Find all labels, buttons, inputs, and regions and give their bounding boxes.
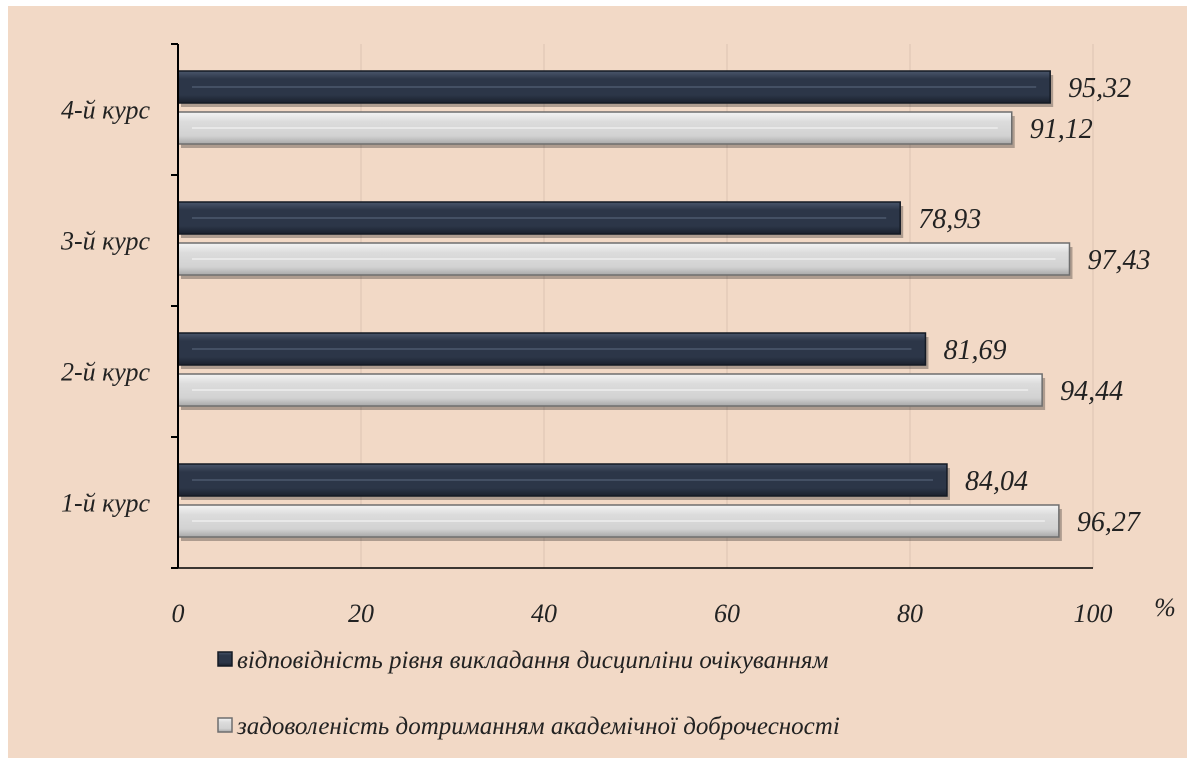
data-label: 81,69 — [943, 335, 1006, 366]
data-label: 97,43 — [1087, 245, 1150, 276]
x-tick-label: 100 — [1074, 599, 1113, 628]
chart-frame: 0 20 40 60 80 100% 84,04 96,27 1-й курс 81,69 94,4… — [8, 6, 1187, 758]
legend-swatch — [217, 651, 233, 667]
legend-swatch — [217, 717, 233, 733]
category-label: 1-й курс — [61, 489, 151, 518]
bar-chart: 0 20 40 60 80 100 % 84,04 96,27 1-й курс 81,69 94,4… — [60, 43, 1176, 740]
category-label: 3-й курс — [60, 227, 151, 256]
labels: 0 20 40 60 80 100 % 84,04 96,27 1-й курс 81,69 94,4… — [60, 73, 1176, 628]
x-tick-label: 20 — [348, 599, 374, 628]
data-label: 96,27 — [1077, 507, 1141, 538]
axes — [171, 43, 1093, 569]
bars — [177, 70, 1073, 541]
x-unit-label: % — [1154, 593, 1176, 622]
data-label: 78,93 — [918, 204, 981, 235]
data-label: 94,44 — [1060, 376, 1123, 407]
data-label: 84,04 — [965, 466, 1028, 497]
category-label: 4-й курс — [61, 96, 151, 125]
legend-label: задоволеність дотриманням академічної до… — [236, 713, 840, 740]
x-tick-label: 40 — [531, 599, 557, 628]
data-label: 91,12 — [1030, 114, 1093, 145]
category-label: 2-й курс — [61, 358, 151, 387]
legend-label: відповідність рівня викладання дисциплін… — [237, 647, 829, 674]
x-tick-label: 80 — [897, 599, 923, 628]
legend: відповідність рівня викладання дисциплін… — [217, 647, 840, 740]
x-tick-label: 60 — [714, 599, 740, 628]
data-label: 95,32 — [1068, 73, 1131, 104]
x-tick-label: 0 — [172, 599, 185, 628]
